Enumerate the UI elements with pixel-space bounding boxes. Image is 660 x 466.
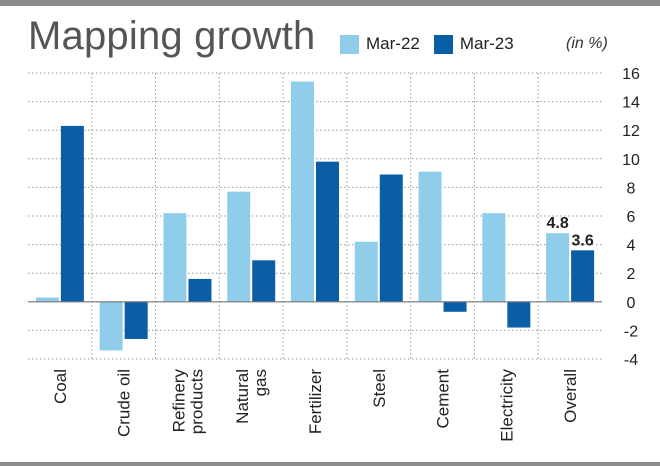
legend-item-mar23: Mar-23 xyxy=(433,34,514,54)
y-tick-label: 8 xyxy=(627,180,636,197)
unit-note: (in %) xyxy=(566,35,608,52)
x-category-label: Crude oil xyxy=(115,369,134,437)
bar-mar22 xyxy=(35,297,59,302)
y-tick-label: -4 xyxy=(624,352,638,369)
bar-mar23 xyxy=(60,125,84,302)
x-category-label: Electricity xyxy=(497,369,516,442)
bar-mar23 xyxy=(379,174,403,302)
legend-item-mar22: Mar-22 xyxy=(340,34,420,54)
y-tick-label: 10 xyxy=(622,152,640,169)
y-tick-label: 0 xyxy=(627,295,636,312)
bar-mar22 xyxy=(418,171,442,302)
y-tick-label: 4 xyxy=(627,238,636,255)
bar-mar22 xyxy=(482,213,506,302)
x-category-label: Steel xyxy=(370,369,389,408)
data-label: 3.6 xyxy=(571,232,593,249)
y-tick-label: 2 xyxy=(627,266,636,283)
legend-label-mar23: Mar-23 xyxy=(459,34,514,53)
bar-mar22 xyxy=(291,81,314,302)
bar-mar22 xyxy=(546,233,570,302)
bottom-border xyxy=(0,462,660,466)
top-border xyxy=(0,0,660,6)
x-category-label: Cement xyxy=(434,369,453,429)
x-category-label: Coal xyxy=(51,369,70,404)
y-tick-label: 14 xyxy=(622,95,640,112)
bar-mar23 xyxy=(188,278,212,302)
legend-swatch-mar23 xyxy=(433,34,453,54)
bar-mar23 xyxy=(316,161,339,302)
chart-title: Mapping growth xyxy=(28,14,316,58)
y-tick-label: 16 xyxy=(622,66,640,83)
bar-mar23 xyxy=(507,301,531,328)
y-tick-label: 6 xyxy=(627,209,636,226)
legend-swatch-mar22 xyxy=(340,34,359,54)
bar-mar23 xyxy=(443,301,467,312)
x-category-label: Refinery xyxy=(169,369,188,433)
y-tick-label: -2 xyxy=(624,323,638,340)
bar-mar22 xyxy=(227,191,251,302)
bar-mar23 xyxy=(252,260,276,302)
x-category-label: gas xyxy=(251,369,270,396)
bar-mar23 xyxy=(124,301,148,339)
bar-mar23 xyxy=(571,250,595,302)
chart-legend: Mar-22 Mar-23 xyxy=(340,33,528,55)
data-label: 4.8 xyxy=(546,215,568,232)
bar-mar22 xyxy=(99,301,123,351)
x-category-label: Natural xyxy=(233,369,252,424)
x-category-label: products xyxy=(187,369,206,434)
x-category-label: Overall xyxy=(561,369,580,423)
bar-mar22 xyxy=(354,241,378,302)
x-category-label: Fertilizer xyxy=(306,369,325,435)
y-tick-label: 12 xyxy=(622,123,640,140)
legend-label-mar22: Mar-22 xyxy=(366,34,420,53)
bar-mar22 xyxy=(163,213,187,302)
